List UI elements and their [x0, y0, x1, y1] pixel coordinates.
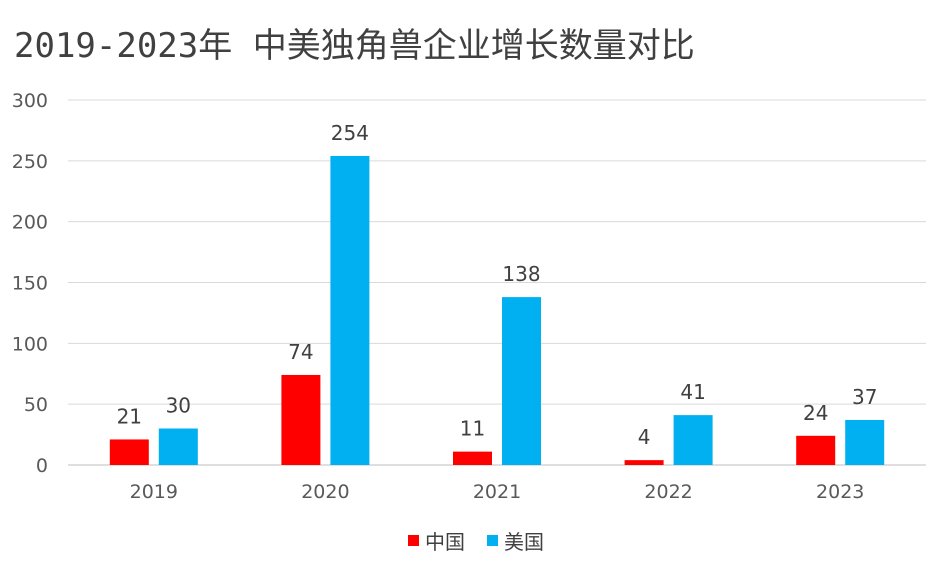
y-tick-label: 100: [12, 333, 48, 355]
bar: [673, 415, 713, 465]
y-tick-label: 150: [12, 273, 48, 295]
data-label: 37: [852, 385, 877, 409]
data-label: 11: [460, 417, 485, 441]
bar: [624, 460, 664, 465]
x-tick-label: 2021: [473, 481, 521, 503]
y-tick-label: 50: [24, 394, 48, 416]
data-label: 30: [166, 394, 191, 418]
bars: [109, 155, 885, 465]
data-label: 138: [502, 262, 540, 286]
y-tick-label: 250: [12, 151, 48, 173]
data-label: 41: [680, 380, 705, 404]
data-label: 24: [803, 401, 828, 425]
legend-swatch-china: [408, 535, 419, 546]
gridlines: [68, 99, 926, 466]
bar: [158, 428, 198, 465]
y-tick-label: 0: [36, 455, 48, 477]
legend-item-usa: 美国: [487, 526, 544, 555]
chart-title: 2019-2023年 中美独角兽企业增长数量对比: [14, 26, 695, 66]
bar: [109, 439, 149, 465]
bar: [281, 374, 321, 465]
legend: 中国 美国: [0, 526, 952, 555]
legend-item-china: 中国: [408, 526, 465, 555]
data-label: 254: [331, 121, 369, 145]
legend-swatch-usa: [487, 535, 498, 546]
bar: [845, 419, 885, 465]
y-tick-label: 300: [12, 90, 48, 112]
x-tick-label: 2022: [644, 481, 692, 503]
y-tick-label: 200: [12, 212, 48, 234]
data-label: 4: [638, 425, 651, 449]
x-axis-ticks: 2019 2020 2021 2022 2023: [130, 481, 865, 503]
x-tick-label: 2019: [130, 481, 178, 503]
data-label: 21: [117, 404, 142, 428]
data-label: 74: [288, 340, 313, 364]
legend-label-china: 中国: [425, 530, 465, 554]
bar: [330, 155, 370, 465]
x-tick-label: 2023: [816, 481, 864, 503]
y-axis-ticks: 0 50 100 150 200 250 300: [12, 90, 48, 477]
data-labels: 21 30 74 254 11 138 4 41 24 37: [117, 121, 878, 449]
bar: [796, 435, 836, 465]
bar: [453, 451, 492, 465]
legend-label-usa: 美国: [504, 530, 544, 554]
x-tick-label: 2020: [301, 481, 349, 503]
bar: [502, 297, 541, 465]
